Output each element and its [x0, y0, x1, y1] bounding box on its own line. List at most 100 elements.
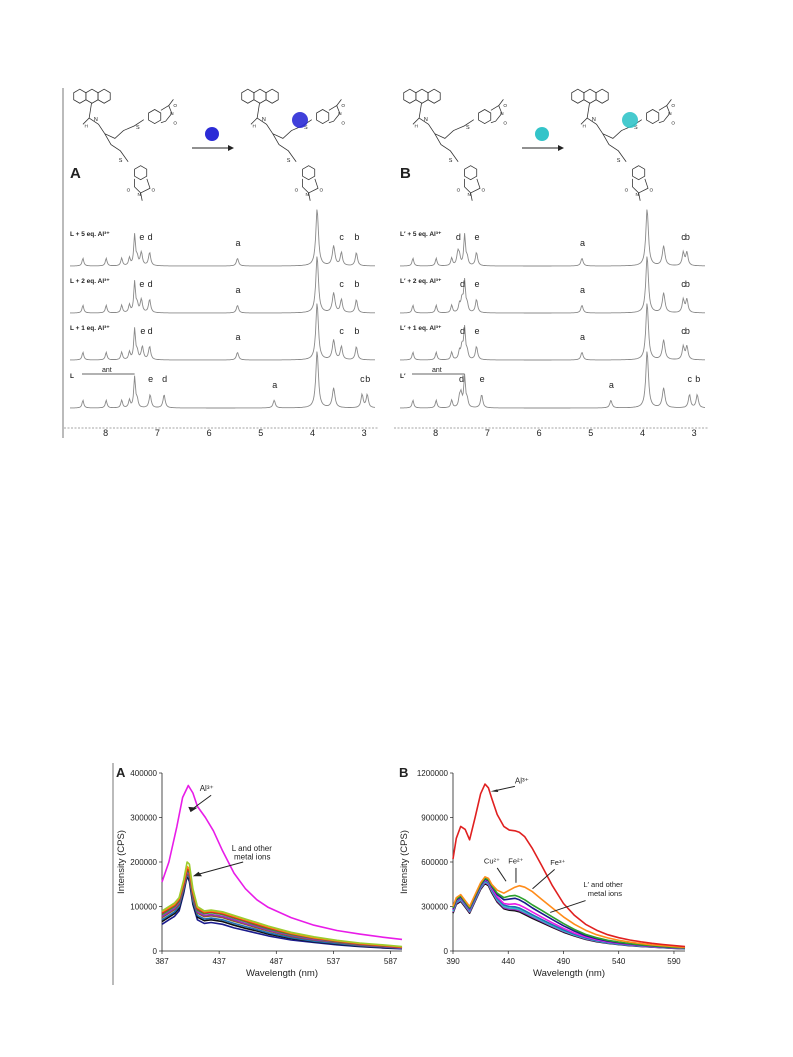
peak-label: b: [685, 326, 690, 336]
ppm-tick-label: 8: [433, 428, 438, 438]
trace-label: L + 2 eq. Al³⁺: [70, 278, 110, 285]
y-tick-label: 400000: [130, 769, 157, 778]
peak-label: c: [339, 279, 344, 289]
peak-label: b: [354, 232, 359, 242]
ring: [403, 88, 417, 104]
annotation-fe3: Fe³⁺: [550, 858, 565, 867]
peak-label: d: [459, 374, 464, 384]
atom-label: H: [84, 123, 87, 128]
bond: [168, 99, 174, 106]
bound-metal-ion-icon: [292, 112, 308, 128]
bond: [638, 192, 641, 201]
ring: [595, 88, 609, 104]
metal-ion-icon: [205, 127, 219, 141]
ring: [478, 109, 492, 124]
trace-label: L′ + 5 eq. Al³⁺: [400, 231, 442, 238]
x-tick-label: 540: [612, 957, 626, 966]
peak-label: a: [272, 380, 277, 390]
panel-label: B: [400, 165, 411, 182]
y-tick-label: 0: [153, 947, 158, 956]
atom-label: S: [119, 158, 123, 164]
ppm-tick-label: 3: [692, 428, 697, 438]
series-line: [161, 861, 403, 948]
peak-label: e: [475, 279, 480, 289]
nmr-trace: [400, 351, 706, 409]
peak-label: c: [687, 374, 692, 384]
x-tick-label: 587: [384, 957, 398, 966]
peak-label: a: [609, 380, 614, 390]
annotation-fe2: Fe²⁺: [508, 856, 523, 865]
atom-label: N: [170, 111, 173, 116]
series-line: [452, 880, 686, 950]
x-tick-label: 437: [212, 957, 226, 966]
bound-metal-ion-icon: [622, 112, 638, 128]
bond: [140, 192, 143, 201]
annotation-metal-ions: metal ions: [588, 889, 622, 898]
panel-label: A: [70, 165, 81, 182]
ring: [316, 109, 330, 124]
peak-label: c: [681, 326, 686, 336]
trace-label: L′ + 2 eq. Al³⁺: [400, 278, 442, 285]
atom-label: N: [636, 192, 639, 197]
chart-panel-label: A: [116, 765, 126, 780]
bond: [82, 103, 92, 125]
x-tick-label: 487: [270, 957, 284, 966]
imide-ring: [134, 178, 151, 194]
nmr-trace: [70, 351, 376, 409]
metal-ion-icon: [535, 127, 549, 141]
atom-label: N: [592, 117, 596, 123]
ring: [632, 165, 646, 181]
ring: [148, 109, 162, 124]
bond: [272, 133, 297, 162]
bond: [308, 192, 311, 201]
x-tick-label: 590: [667, 957, 681, 966]
peak-label: c: [339, 232, 344, 242]
bond: [666, 99, 672, 106]
bond: [434, 133, 459, 162]
peak-label: d: [460, 326, 465, 336]
atom-label: S: [634, 125, 638, 131]
bond: [104, 133, 129, 162]
peak-label: b: [365, 374, 370, 384]
ring: [302, 165, 316, 181]
annotation-metal-ions: metal ions: [234, 852, 270, 861]
atom-label: N: [468, 192, 471, 197]
bond: [250, 103, 260, 125]
peak-label: e: [148, 374, 153, 384]
peak-label: b: [685, 232, 690, 242]
ppm-tick-label: 8: [103, 428, 108, 438]
trace-label: L + 1 eq. Al³⁺: [70, 325, 110, 332]
atom-label: O: [503, 103, 507, 108]
nmr-trace: [70, 209, 375, 267]
ring: [464, 165, 478, 181]
ppm-tick-label: 4: [640, 428, 645, 438]
y-tick-label: 200000: [130, 858, 157, 867]
peak-label: e: [139, 232, 144, 242]
atom-label: O: [341, 120, 345, 125]
annotation-cu: Cu²⁺: [484, 856, 500, 865]
atom-label: N: [668, 111, 671, 116]
peak-label: e: [475, 232, 480, 242]
peak-label: d: [148, 232, 153, 242]
peak-label: a: [580, 238, 585, 248]
arrow-head: [558, 145, 564, 151]
x-axis-label: Wavelength (nm): [246, 968, 318, 979]
x-tick-label: 387: [155, 957, 169, 966]
peak-label: a: [580, 285, 585, 295]
annotation-arrow: [532, 869, 555, 890]
atom-label: N: [306, 192, 309, 197]
y-tick-label: 900000: [421, 814, 448, 823]
x-axis-label: Wavelength (nm): [533, 968, 605, 979]
arrow-head: [188, 806, 198, 813]
arrow-head: [490, 789, 499, 792]
series-line: [452, 882, 686, 950]
peak-label: a: [235, 238, 240, 248]
ring: [583, 88, 597, 104]
series-line: [452, 878, 686, 949]
peak-label: e: [475, 326, 480, 336]
